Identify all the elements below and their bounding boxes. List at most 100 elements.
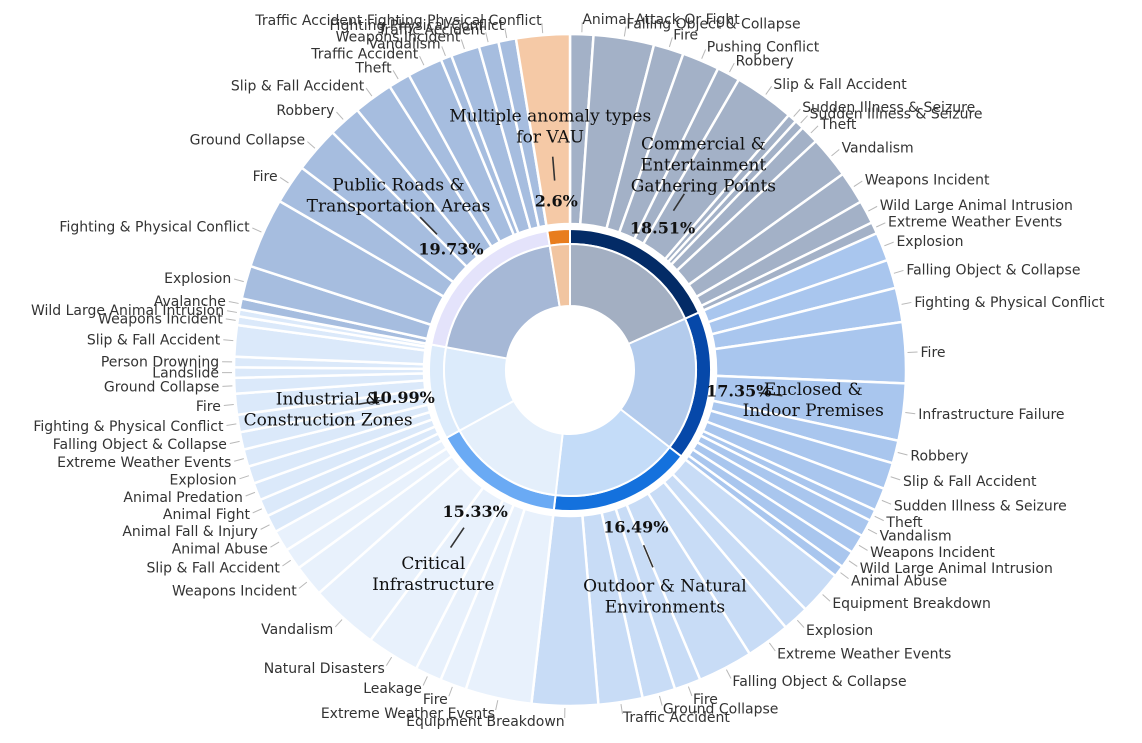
leaf-label: Animal Attack Or Fight <box>582 12 740 28</box>
outer-ring <box>232 32 908 708</box>
leaf-label: Fire <box>673 28 698 44</box>
leaf-leader <box>793 108 801 117</box>
leaf-label: Equipment Breakdown <box>406 714 565 730</box>
leaf-label: Robbery <box>276 103 334 119</box>
leaf-label: Explosion <box>896 234 963 250</box>
leaf-leader <box>419 55 425 66</box>
inner-segment-public[interactable] <box>444 244 561 360</box>
leaf-leader <box>226 423 237 427</box>
leaf-label: Slip & Fall Accident <box>87 333 221 349</box>
category-leader <box>551 156 556 181</box>
leaf-label: Extreme Weather Events <box>888 214 1062 230</box>
leaf-leader <box>365 87 373 97</box>
leaf-leader <box>831 149 840 157</box>
leaf-leader <box>810 125 819 134</box>
leaf-label: Theft <box>354 61 392 77</box>
leaf-label: Weapons Incident <box>336 30 461 46</box>
leaf-leader <box>687 686 693 697</box>
leaf-leader <box>884 241 894 247</box>
inner-segment-multiple[interactable] <box>548 242 571 308</box>
leaf-leader <box>307 141 316 149</box>
leaf-label: Falling Object & Collapse <box>906 263 1080 279</box>
leaf-leader <box>239 475 250 480</box>
leaf-label: Vandalism <box>261 622 333 638</box>
leaf-labels: Animal Attack Or Fight Falling Object & C… <box>31 12 1105 730</box>
leaf-label: Fighting & Physical Conflict <box>33 419 224 435</box>
leaf-leader <box>876 222 886 228</box>
category-leader <box>672 193 686 212</box>
leaf-leader <box>228 300 239 304</box>
leaf-label: Traffic Accident <box>622 710 731 726</box>
leaf-leader <box>282 559 291 567</box>
leaf-segment[interactable] <box>514 32 572 228</box>
leaf-leader <box>881 499 892 505</box>
leaf-leader <box>840 572 849 580</box>
leaf-leader <box>245 491 256 497</box>
leaf-label: Theft <box>885 515 923 531</box>
category-leader <box>358 399 383 405</box>
leaf-leader <box>659 695 663 706</box>
percent-label-critical: 15.33% <box>442 502 507 521</box>
leaf-leader <box>890 476 901 481</box>
leaf-leader <box>907 351 918 353</box>
leaf-label: Traffic Accident Fighting Physical Confl… <box>254 13 542 29</box>
leaf-leader <box>800 115 808 124</box>
leaf-label: Equipment Breakdown <box>832 596 991 612</box>
leaf-leader <box>905 412 916 415</box>
leaf-leader <box>334 619 343 628</box>
percent-label-multiple: 2.6% <box>535 192 578 211</box>
leaf-label: Ground Collapse <box>663 701 778 717</box>
category-leader <box>642 544 654 568</box>
leaf-label: Weapons Incident <box>172 583 297 599</box>
leaf-label: Person Drowning <box>101 355 219 371</box>
leaf-label: Avalanche <box>154 294 226 310</box>
leaf-label: Wild Large Animal Intrusion <box>880 198 1073 214</box>
leaf-leader <box>853 180 863 187</box>
category-label-public: Public Roads & Transportation Areas <box>307 176 491 217</box>
leaf-label: Traffic Accident <box>310 46 419 62</box>
leaf-label: Weapons Incident <box>865 172 990 188</box>
leaf-leader <box>385 656 393 666</box>
percent-label-industrial: 10.99% <box>370 388 435 407</box>
leaf-label: Explosion <box>169 473 236 489</box>
percent-label-outdoor: 16.49% <box>603 518 668 537</box>
leaf-label: Extreme Weather Events <box>57 455 231 471</box>
leaf-leader <box>623 26 627 37</box>
leaf-label: Fire <box>253 169 278 185</box>
leaf-label: Fighting Physical Conflict <box>330 18 505 34</box>
leaf-label: Leakage <box>363 681 422 697</box>
leaf-leader <box>858 544 868 551</box>
leaf-leader <box>234 458 244 462</box>
leaf-leader <box>441 46 446 56</box>
category-label-outdoor: Outdoor & Natural Environments <box>583 576 747 617</box>
leader-lines <box>222 22 918 718</box>
leaf-leader <box>901 301 912 305</box>
leaf-leader <box>223 339 234 342</box>
leaf-label: Fire <box>423 692 448 708</box>
leaf-leader <box>765 86 773 95</box>
leaf-leader <box>260 524 270 530</box>
category-label-critical: Critical Infrastructure <box>372 554 494 595</box>
leaf-leader <box>768 642 776 652</box>
leaf-label: Animal Abuse <box>172 542 268 558</box>
leaf-label: Slip & Fall Accident <box>903 474 1037 490</box>
percent-label-enclosed: 17.35% <box>706 381 771 400</box>
leaf-leader <box>336 111 344 120</box>
leaf-leader <box>223 404 234 407</box>
leaf-leader <box>485 32 489 43</box>
leaf-leader <box>668 37 673 48</box>
leaf-label: Falling Object & Collapse <box>732 674 906 690</box>
category-label-enclosed: Enclosed & Indoor Premises <box>743 380 884 421</box>
category-label-multiple: Multiple anomaly types for VAU <box>449 106 651 147</box>
leaf-label: Explosion <box>164 271 231 287</box>
leaf-leader <box>541 23 544 34</box>
leaf-label: Wild Large Animal Intrusion <box>860 561 1053 577</box>
leaf-label: Weapons Incident <box>98 311 223 327</box>
leaf-leader <box>229 440 240 444</box>
leaf-label: Slip & Fall Accident <box>147 561 281 577</box>
leaf-label: Traffic Accident <box>377 22 486 38</box>
leaf-label: Vandalism <box>369 37 441 53</box>
leaf-label: Explosion <box>806 623 873 639</box>
